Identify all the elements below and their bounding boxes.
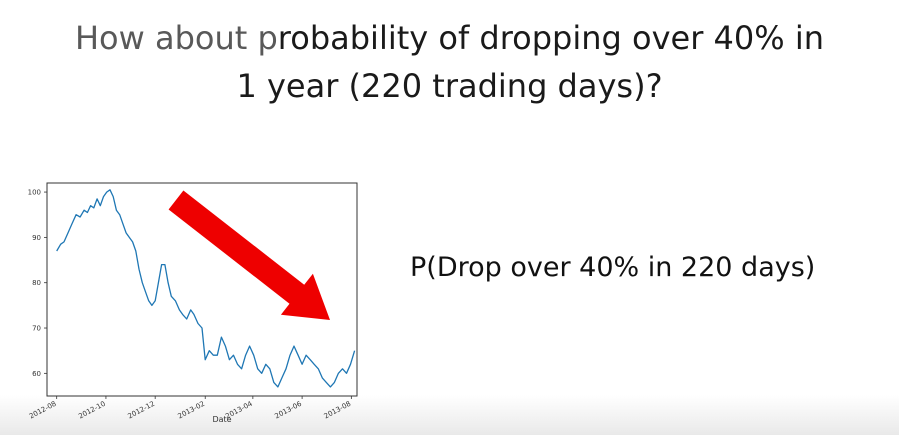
plot-frame <box>46 182 358 397</box>
x-tick-label: 2013-02 <box>177 400 207 421</box>
bottom-shadow <box>0 395 899 435</box>
probability-formula: P(Drop over 40% in 220 days) <box>410 252 816 283</box>
x-tick-label: 2012-08 <box>28 400 58 421</box>
down-right-arrow-icon <box>168 190 330 320</box>
y-tick-label: 90 <box>32 234 41 242</box>
y-axis: 60 70 80 90 100 <box>28 189 47 378</box>
x-tick-label: 2012-12 <box>127 400 157 421</box>
slide-title: How about probability of dropping over 4… <box>0 14 899 110</box>
x-axis-label: Date <box>212 415 231 424</box>
x-tick-label: 2013-06 <box>273 399 303 420</box>
title-line-1: How about probability of dropping over 4… <box>0 14 899 62</box>
title-line-1-rest: robability of dropping over 40% in <box>277 19 825 57</box>
series-line <box>56 189 356 388</box>
title-line-1-faded-part: How about p <box>74 19 278 57</box>
price-line-chart: 60 70 80 90 100 2012-08 2012-10 2012-12 2013-02… <box>28 182 358 424</box>
y-tick-label: 70 <box>32 325 41 333</box>
x-tick-label: 2013-08 <box>323 400 353 421</box>
y-tick-label: 60 <box>32 370 41 378</box>
x-axis: 2012-08 2012-10 2012-12 2013-02 2013-04 2013-… <box>28 396 352 420</box>
y-tick-label: 100 <box>28 189 41 197</box>
y-tick-label: 80 <box>32 279 41 287</box>
title-line-2: 1 year (220 trading days)? <box>236 67 663 105</box>
x-tick-label: 2012-10 <box>77 400 107 421</box>
